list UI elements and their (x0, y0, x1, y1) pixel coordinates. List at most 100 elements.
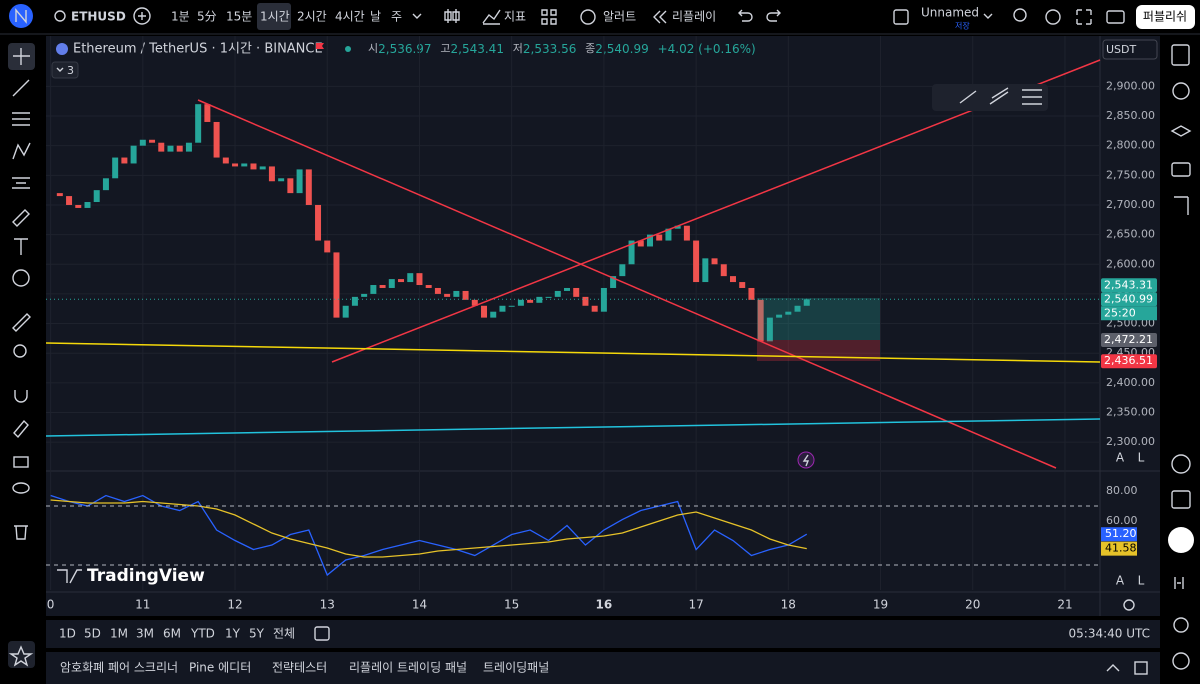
templates-icon[interactable] (541, 9, 557, 25)
indicators[interactable]: 지표 (504, 10, 526, 24)
alert-icon[interactable] (580, 9, 596, 25)
icon-tool[interactable] (12, 269, 30, 287)
magnet-tool[interactable] (14, 390, 28, 403)
search-icon[interactable] (54, 10, 66, 22)
layout-icon[interactable] (893, 9, 909, 25)
trendline[interactable] (45, 342, 1101, 363)
ideas-icon[interactable] (1174, 196, 1189, 215)
range[interactable]: YTD (190, 627, 215, 641)
log-scale[interactable]: L (1138, 451, 1145, 465)
candle (434, 287, 441, 294)
clock[interactable]: 05:34:40 UTC (1069, 627, 1151, 641)
interval[interactable]: 4시간 (335, 10, 365, 24)
event-marker[interactable] (797, 451, 815, 469)
range[interactable]: 5D (84, 627, 101, 641)
candle (342, 305, 349, 318)
legend-title[interactable]: Ethereum / TetherUS · 1시간 · BINANCE (73, 42, 323, 57)
interval-chevron[interactable] (412, 13, 422, 19)
log-scale[interactable]: L (1138, 574, 1145, 588)
flag[interactable] (316, 43, 324, 55)
lock-tool[interactable] (13, 456, 29, 468)
range[interactable]: 5Y (249, 627, 265, 641)
fib-tool[interactable] (12, 112, 30, 126)
replay[interactable]: 리플레이 (672, 10, 716, 24)
goto-date[interactable] (314, 626, 330, 641)
crosshair-tool[interactable] (13, 48, 30, 65)
alert[interactable]: 알러트 (603, 10, 636, 24)
tab[interactable]: 암호화폐 페어 스크리너 (60, 661, 178, 675)
trendline[interactable] (45, 418, 1101, 437)
publish-button[interactable] (1136, 5, 1195, 29)
long-position-profit[interactable] (757, 298, 880, 340)
replay-icon[interactable] (653, 10, 667, 24)
axis-settings[interactable] (1123, 599, 1135, 611)
text-tool[interactable] (14, 238, 28, 255)
prediction-tool[interactable] (12, 177, 30, 189)
range[interactable]: 1D (59, 627, 76, 641)
trendline-tool[interactable] (12, 79, 30, 97)
hotlist-icon[interactable] (1171, 454, 1191, 474)
interval[interactable]: 날 (370, 10, 381, 24)
candle (149, 139, 156, 143)
pattern-tool[interactable] (12, 142, 31, 160)
range[interactable]: 3M (136, 627, 154, 641)
chat-icon[interactable] (1171, 162, 1191, 177)
range[interactable]: 6M (163, 627, 181, 641)
maximize[interactable] (1134, 661, 1148, 675)
tab[interactable]: 리플레이 트레이딩 패널 (349, 661, 467, 675)
interval[interactable]: 2시간 (297, 10, 327, 24)
range[interactable]: 1M (110, 627, 128, 641)
hide-tool[interactable] (12, 482, 30, 494)
currency-box[interactable] (1102, 39, 1158, 60)
add-symbol[interactable] (133, 7, 151, 25)
range[interactable]: 1Y (225, 627, 241, 641)
candle (370, 285, 377, 294)
chart-type-icon[interactable] (444, 9, 460, 23)
watchlist-icon[interactable] (1171, 44, 1190, 66)
notifications-icon[interactable] (1172, 652, 1190, 670)
indicator-toggle[interactable] (51, 61, 79, 79)
candle (711, 258, 718, 265)
tab[interactable]: 전략테스터 (272, 661, 327, 675)
layout-name[interactable]: Unnamed (921, 6, 979, 20)
help-icon[interactable] (1173, 617, 1189, 633)
y-tick-label: 2,700.00 (1106, 198, 1155, 211)
brush-tool[interactable] (12, 209, 30, 227)
interval[interactable]: 1분 (171, 10, 190, 24)
undo[interactable] (738, 9, 753, 22)
signal-icon[interactable] (1174, 577, 1184, 589)
tab[interactable]: Pine 에디터 (189, 661, 251, 675)
auto-scale[interactable]: A (1116, 451, 1125, 465)
snapshot-icon[interactable] (1106, 10, 1125, 24)
tab[interactable]: 트레이딩패널 (483, 661, 549, 675)
trash-tool[interactable] (14, 525, 28, 540)
candle (739, 282, 746, 288)
zoom-tool[interactable] (13, 344, 27, 358)
tv-logo: TradingView (87, 566, 205, 586)
interval[interactable]: 5分 (197, 10, 217, 24)
layers-icon[interactable] (1170, 125, 1192, 137)
quick-search[interactable] (1013, 8, 1027, 22)
x-tick-label: 14 (412, 598, 427, 612)
auto-scale[interactable]: A (1116, 574, 1125, 588)
more-icon[interactable] (1168, 527, 1194, 553)
favorites-button[interactable] (8, 641, 35, 668)
interval[interactable]: 주 (391, 10, 402, 24)
interval[interactable]: 1시간 (260, 10, 290, 24)
calendar-icon[interactable] (1171, 490, 1191, 509)
ruler-tool[interactable] (12, 313, 31, 332)
layout-chevron[interactable] (983, 13, 993, 19)
candle (702, 258, 709, 283)
lock-drawing-tool[interactable] (13, 419, 29, 439)
alerts-icon[interactable] (1172, 82, 1190, 100)
trendline[interactable] (197, 99, 1057, 469)
symbol[interactable]: ETHUSD (71, 10, 126, 24)
indicator-icon[interactable] (482, 9, 501, 25)
drawing-tools[interactable] (959, 87, 1042, 105)
fullscreen-icon[interactable] (1076, 9, 1092, 25)
collapse[interactable] (1106, 664, 1120, 672)
interval[interactable]: 15분 (226, 10, 252, 24)
bolt (802, 454, 810, 467)
settings-icon[interactable] (1045, 9, 1061, 25)
range[interactable]: 전체 (273, 627, 295, 641)
